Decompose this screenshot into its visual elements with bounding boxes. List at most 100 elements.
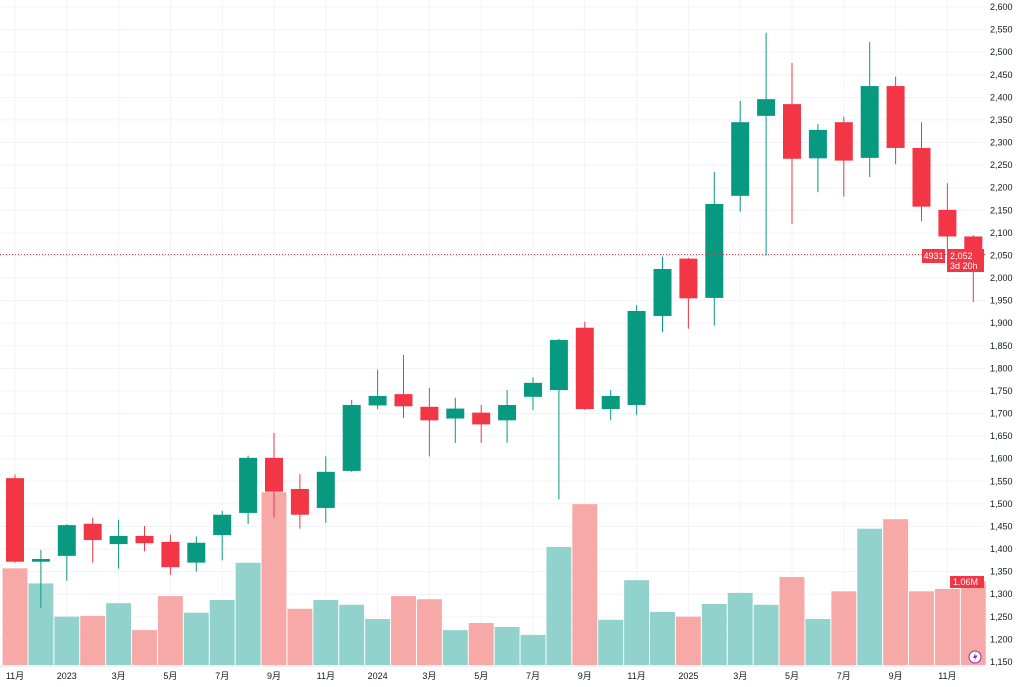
candle bbox=[808, 123, 827, 193]
candle-body bbox=[705, 203, 724, 298]
candle-body bbox=[679, 258, 698, 299]
candle-body bbox=[6, 478, 24, 562]
x-tick-label: 7月 bbox=[526, 671, 540, 681]
time-axis[interactable]: 11月 2023 3月 5月 7月 9月 11月 2024 3月 5月 7月 9月 11月 2025 3月 5… bbox=[0, 665, 985, 681]
y-tick-label: 1,300 bbox=[990, 589, 1013, 599]
candle bbox=[135, 526, 154, 552]
candle bbox=[601, 390, 620, 421]
volume-bar bbox=[883, 519, 909, 665]
volume-bar bbox=[313, 600, 339, 665]
volume-bar bbox=[132, 630, 157, 665]
volume-bar bbox=[831, 591, 857, 665]
candle-body bbox=[394, 394, 413, 407]
candle-body bbox=[653, 269, 672, 316]
candle bbox=[524, 377, 542, 410]
candle-body bbox=[31, 559, 50, 562]
volume-bar bbox=[624, 580, 650, 665]
x-tick-label: 3月 bbox=[733, 671, 747, 681]
y-tick-label: 1,650 bbox=[990, 431, 1013, 441]
volume-bars bbox=[2, 492, 986, 665]
x-tick-label: 9月 bbox=[578, 671, 592, 681]
volume-bar bbox=[2, 568, 28, 665]
volume-bar bbox=[261, 492, 287, 665]
volume-bar bbox=[157, 596, 183, 665]
candle-body bbox=[627, 311, 646, 405]
candle-body bbox=[290, 488, 309, 515]
candle-body bbox=[808, 129, 827, 159]
candle-body bbox=[135, 535, 154, 544]
candle-body bbox=[524, 382, 542, 397]
y-tick-label: 1,550 bbox=[990, 476, 1013, 486]
candle-body bbox=[886, 86, 905, 148]
volume-bar bbox=[494, 626, 520, 665]
candle-body bbox=[938, 209, 957, 237]
volume-bar bbox=[598, 619, 624, 665]
x-tick-label: 2025 bbox=[678, 671, 698, 681]
x-tick-label: 7月 bbox=[215, 671, 229, 681]
candle bbox=[679, 257, 698, 329]
volume-bar bbox=[675, 616, 701, 665]
volume-bar bbox=[650, 611, 675, 665]
candle bbox=[757, 32, 776, 256]
y-tick-label: 1,950 bbox=[990, 296, 1013, 306]
candle-body bbox=[783, 104, 801, 159]
candle bbox=[498, 390, 517, 443]
volume-bar bbox=[701, 603, 727, 665]
candle bbox=[472, 404, 491, 443]
volume-bar bbox=[339, 604, 365, 665]
candle bbox=[290, 474, 309, 529]
y-tick-label: 1,400 bbox=[990, 544, 1013, 554]
y-tick-label: 1,800 bbox=[990, 363, 1013, 373]
candle-body bbox=[757, 99, 776, 116]
volume-bar bbox=[235, 562, 261, 665]
y-tick-label: 1,700 bbox=[990, 409, 1013, 419]
volume-bar bbox=[287, 608, 313, 665]
candle-body bbox=[834, 122, 853, 161]
candle bbox=[575, 321, 594, 410]
candle bbox=[549, 339, 568, 500]
x-tick-label: 11月 bbox=[317, 671, 335, 681]
candle-body bbox=[213, 514, 232, 536]
y-tick-label: 2,250 bbox=[990, 160, 1013, 170]
y-tick-label: 2,600 bbox=[990, 2, 1013, 12]
candle-body bbox=[498, 404, 517, 421]
candle-body bbox=[342, 404, 361, 471]
y-tick-label: 2,400 bbox=[990, 92, 1013, 102]
volume-bar bbox=[416, 599, 442, 665]
x-tick-label: 9月 bbox=[889, 671, 903, 681]
x-tick-label: 11月 bbox=[627, 671, 645, 681]
y-tick-label: 1,900 bbox=[990, 318, 1013, 328]
candle-body bbox=[239, 457, 258, 513]
price-axis[interactable]: 2,600 2,550 2,500 2,450 2,400 2,350 2,300 2,250… bbox=[990, 2, 1013, 667]
candle bbox=[731, 100, 750, 212]
candle bbox=[783, 63, 801, 224]
volume-bar bbox=[520, 634, 546, 665]
countdown-label: 3d 20h bbox=[950, 261, 978, 271]
candle bbox=[886, 76, 905, 165]
volume-bar bbox=[934, 588, 960, 665]
candle bbox=[938, 183, 957, 254]
candle-body bbox=[601, 395, 620, 410]
candle bbox=[213, 510, 232, 561]
y-tick-label: 1,600 bbox=[990, 454, 1013, 464]
y-tick-label: 2,000 bbox=[990, 273, 1013, 283]
candle-body bbox=[860, 86, 879, 158]
candle bbox=[912, 122, 931, 222]
volume-bar bbox=[391, 596, 416, 665]
grid bbox=[0, 0, 985, 666]
volume-bar bbox=[106, 603, 132, 665]
candle bbox=[83, 517, 102, 563]
volume-bar bbox=[572, 504, 598, 665]
candle bbox=[860, 41, 879, 177]
lightning-icon[interactable] bbox=[968, 650, 982, 664]
volume-bar bbox=[365, 619, 391, 665]
candle bbox=[316, 456, 335, 523]
volume-bar bbox=[442, 630, 468, 665]
last-price-label: 2,052 bbox=[950, 251, 973, 261]
candle-body bbox=[472, 412, 491, 425]
volume-bar bbox=[779, 577, 805, 665]
candle bbox=[834, 116, 853, 197]
candle bbox=[265, 432, 283, 518]
volume-bar bbox=[468, 623, 494, 665]
